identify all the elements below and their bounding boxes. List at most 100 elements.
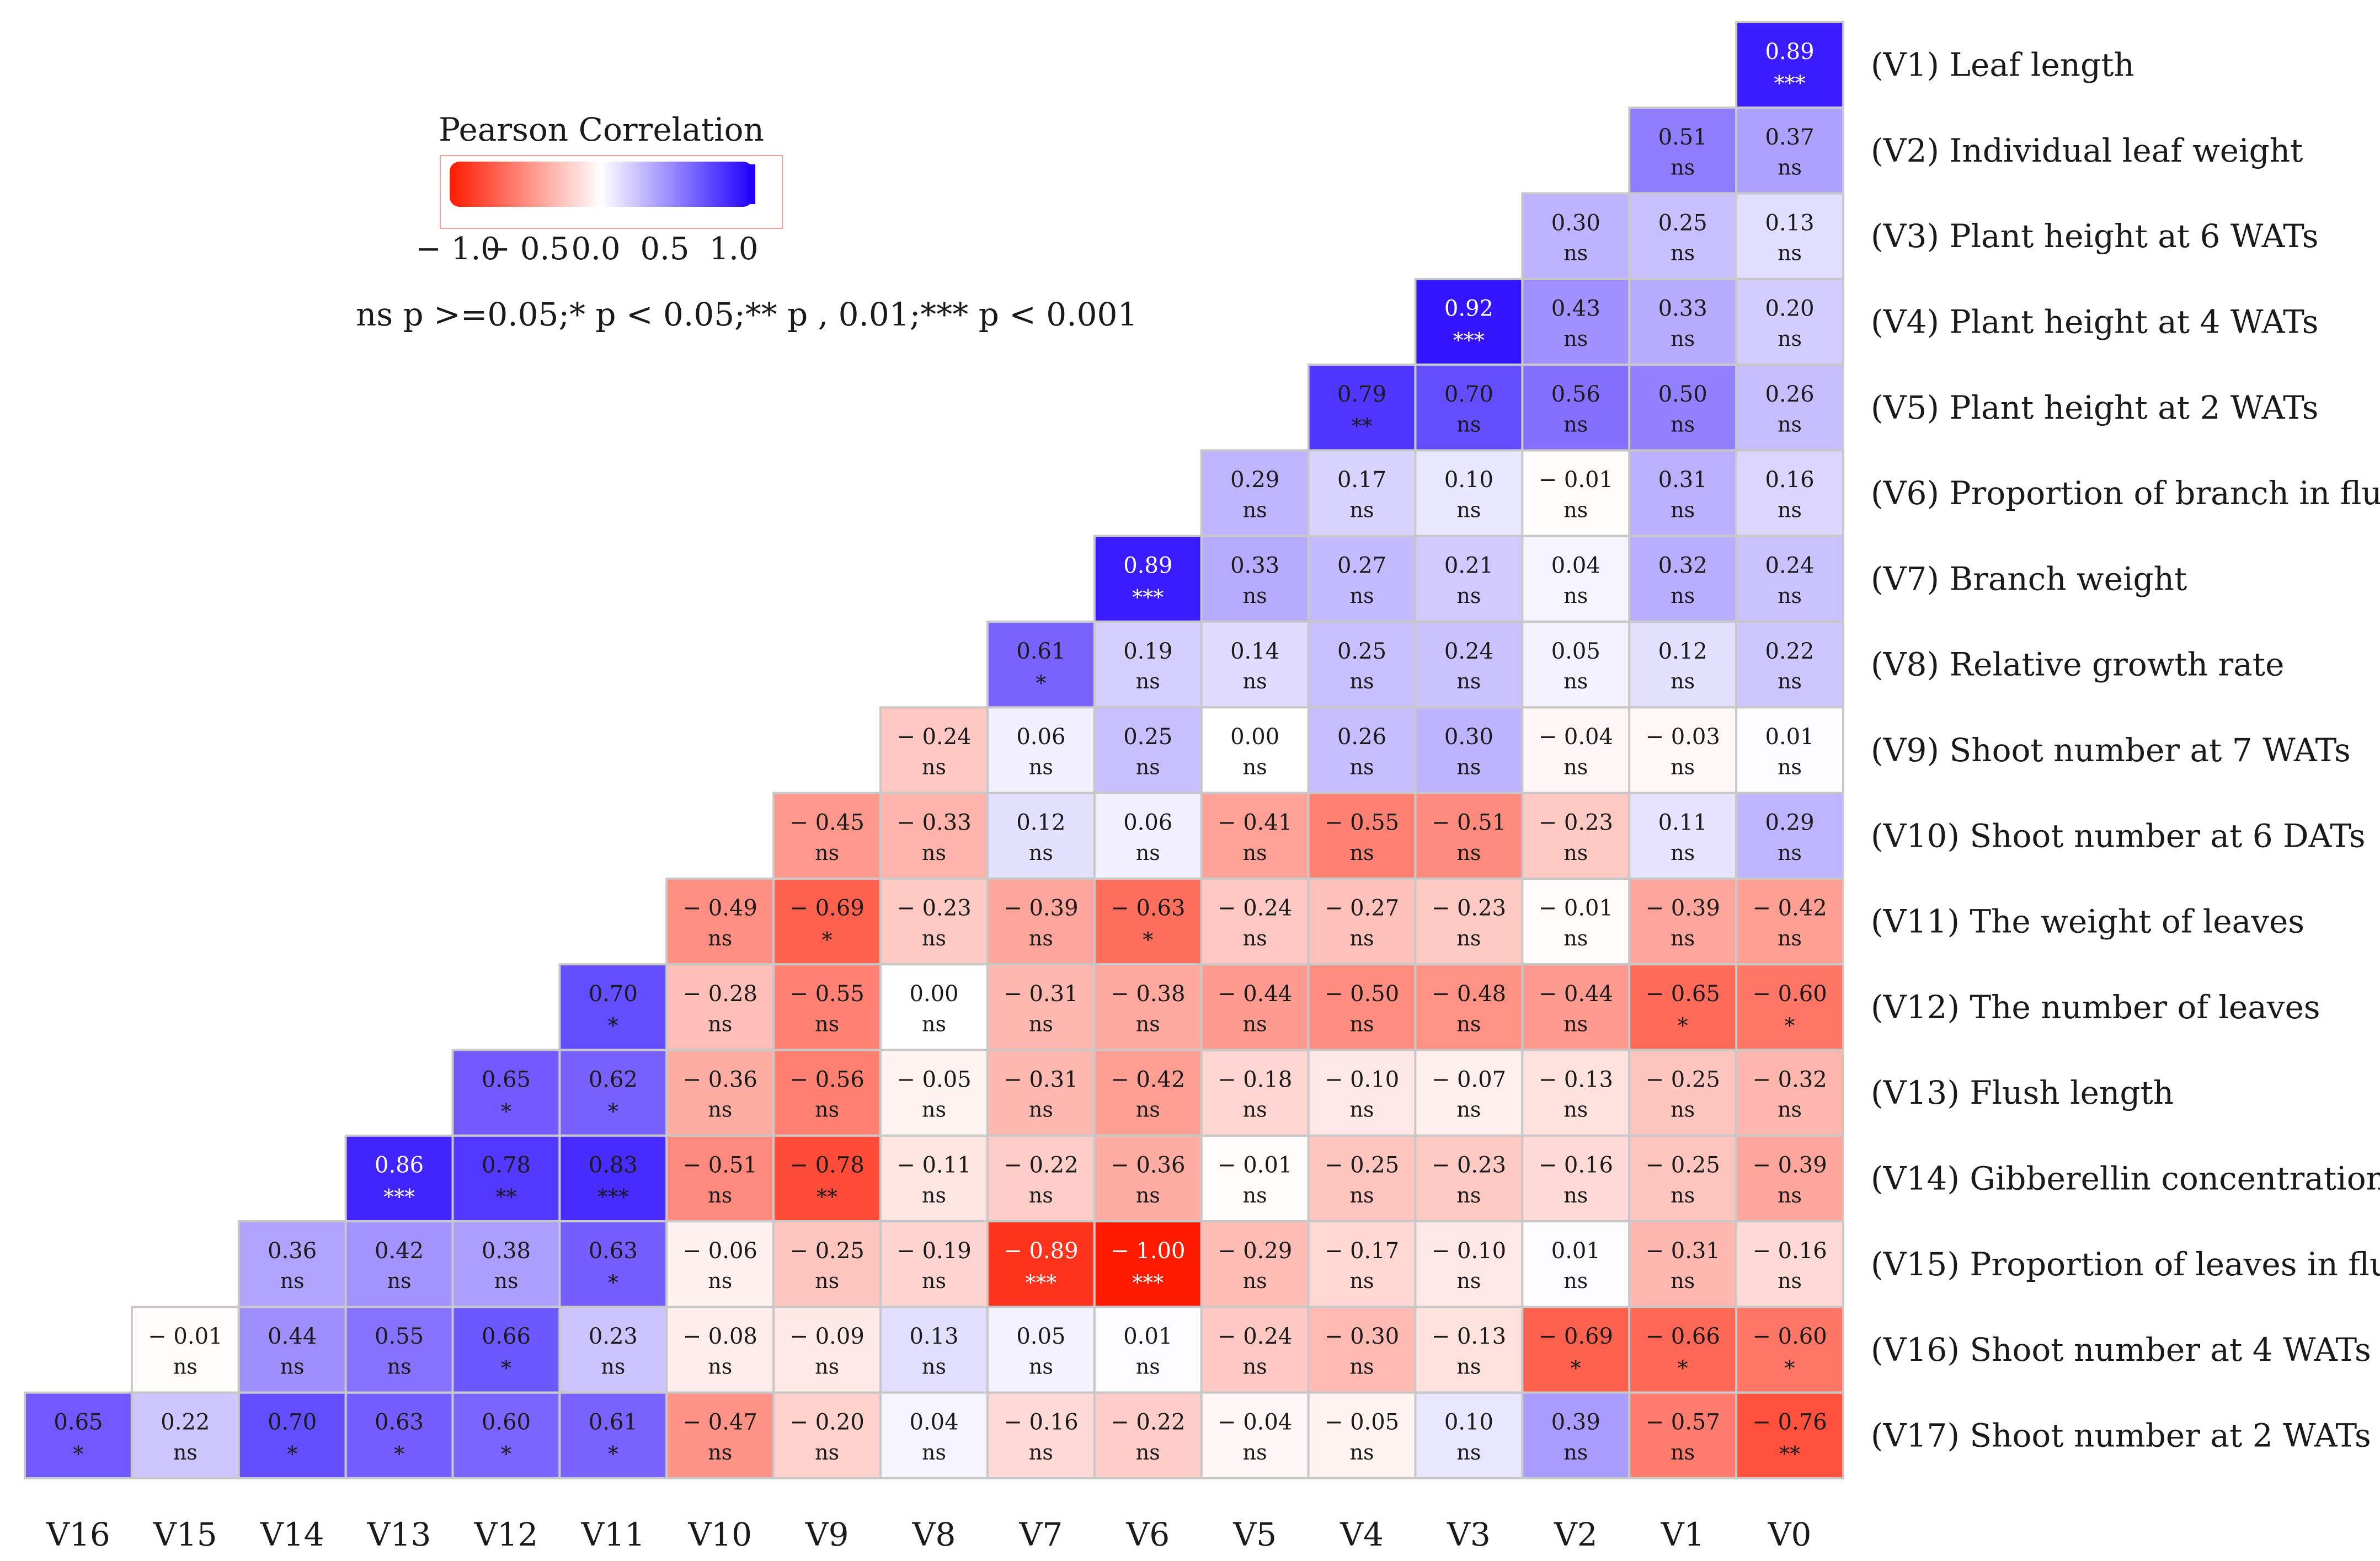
cell-significance-label: ns [1136,1183,1160,1207]
cell-fill [1628,1306,1738,1394]
cell-significance-label: ns [1350,1440,1374,1464]
heatmap-cell: 0.61 * [558,1391,668,1479]
cell-value-label: 0.33 [1230,553,1279,579]
cell-fill [1628,449,1738,537]
row-label: (V1) Leaf length [1871,46,2134,84]
cell-value-label: − 0.31 [1004,981,1078,1007]
cell-value-label: 0.25 [1337,639,1386,664]
cell-value-label: 0.01 [1551,1238,1600,1264]
heatmap-cell: 0.01 ns [1521,1220,1631,1308]
cell-significance-label: ns [1671,1269,1695,1293]
cell-fill [1414,1220,1524,1308]
heatmap-cell: 0.25 ns [1093,706,1203,794]
cell-fill [1414,363,1524,452]
row-label: (V2) Individual leaf weight [1871,132,2303,169]
cell-significance-label: * [1571,1356,1581,1381]
heatmap-cell: − 0.01 ns [130,1306,240,1394]
cell-fill [1200,1049,1310,1137]
cell-significance-label: ns [1563,1098,1588,1122]
cell-significance-label: ns [1563,241,1588,265]
cell-value-label: 0.66 [482,1324,531,1349]
heatmap-cell: − 0.45 ns [772,792,882,880]
heatmap-cell: 0.30 ns [1414,706,1524,794]
cell-value-label: 0.05 [1551,639,1600,664]
column-label: V10 [687,1516,752,1553]
cell-value-label: 0.44 [268,1324,317,1349]
cell-value-label: 0.55 [375,1324,424,1349]
cell-fill [879,706,989,794]
heatmap-cell: 0.06 ns [1093,792,1203,880]
cell-significance-label: * [1678,1013,1688,1038]
cell-significance-label: ns [1778,841,1802,865]
cell-value-label: − 0.23 [1539,810,1613,835]
cell-value-label: 0.37 [1765,125,1815,150]
cell-fill [665,877,775,966]
cell-value-label: 0.26 [1765,382,1815,407]
cell-significance-label: ns [387,1269,412,1293]
cell-significance-label: ns [1456,841,1481,865]
cell-fill [1628,1391,1738,1479]
cell-value-label: 0.12 [1016,810,1065,835]
cell-significance-label: ns [1350,1012,1374,1036]
heatmap-cell: 0.79 ** [1307,363,1417,452]
column-label: V11 [581,1516,645,1553]
cell-value-label: − 0.24 [1218,1324,1292,1349]
cell-value-label: − 0.39 [1646,896,1720,921]
cell-significance-label: ns [387,1355,412,1379]
heatmap-cell: 0.66 * [451,1306,561,1394]
cell-significance-label: ns [1671,1183,1695,1207]
heatmap-cell: − 0.51 ns [665,1134,775,1223]
cell-significance-label: *** [1132,585,1164,610]
cell-value-label: − 0.13 [1432,1324,1506,1349]
cell-significance-label: *** [383,1185,415,1209]
cell-fill [1735,21,1845,109]
cell-fill [1628,106,1738,195]
cell-fill [451,1220,561,1308]
heatmap-cell: 0.39 ns [1521,1391,1631,1479]
heatmap-cell: 0.24 ns [1735,534,1845,623]
heatmap-cell: − 0.23 ns [1414,1134,1524,1223]
heatmap-cell: 0.70 ns [1414,363,1524,452]
heatmap-cell: 0.63 * [344,1391,454,1479]
cell-value-label: − 0.51 [1432,810,1506,835]
cell-significance-label: ns [1029,1012,1053,1036]
cell-significance-label: ns [494,1269,518,1293]
column-label: V8 [912,1516,956,1553]
heatmap-cell: − 1.00 *** [1093,1220,1203,1308]
cell-value-label: 0.22 [1765,639,1815,664]
cell-value-label: − 0.42 [1111,1067,1185,1092]
cell-significance-label: ns [922,1098,946,1122]
cell-value-label: − 0.31 [1646,1238,1720,1264]
heatmap-cell: 0.65 * [24,1391,133,1479]
heatmap-cell: 0.13 ns [879,1306,989,1394]
cell-value-label: 0.39 [1551,1409,1600,1435]
cell-significance-label: * [608,1442,618,1466]
heatmap-cell: 0.89 *** [1093,534,1203,623]
heatmap-cell: 0.00 ns [1200,706,1310,794]
cell-value-label: 0.10 [1444,1409,1493,1435]
heatmap-cell: − 0.09 ns [772,1306,882,1394]
cell-fill [1735,192,1845,280]
cell-significance-label: ns [708,1183,732,1207]
cell-value-label: 0.05 [1016,1324,1065,1349]
heatmap-cell: 0.21 ns [1414,534,1524,623]
cell-value-label: 0.63 [375,1409,424,1435]
cell-value-label: − 0.57 [1646,1409,1720,1435]
cell-fill [986,792,1096,880]
cell-fill [451,1391,561,1479]
cell-fill [451,1306,561,1394]
heatmap-cell: 0.30 ns [1521,192,1631,280]
cell-value-label: 0.31 [1658,467,1707,493]
column-label: V3 [1447,1516,1491,1553]
row-label: (V13) Flush length [1871,1074,2174,1111]
cell-significance-label: ns [922,1440,946,1464]
cell-significance-label: ns [1671,412,1695,436]
cell-value-label: − 0.18 [1218,1067,1292,1092]
cell-significance-label: ns [815,1098,839,1122]
cell-fill [772,963,882,1051]
cell-value-label: 0.61 [1016,639,1065,664]
cell-fill [772,792,882,880]
cell-fill [986,1391,1096,1479]
heatmap-cell: − 0.24 ns [1200,877,1310,966]
cell-value-label: − 0.89 [1004,1238,1078,1264]
